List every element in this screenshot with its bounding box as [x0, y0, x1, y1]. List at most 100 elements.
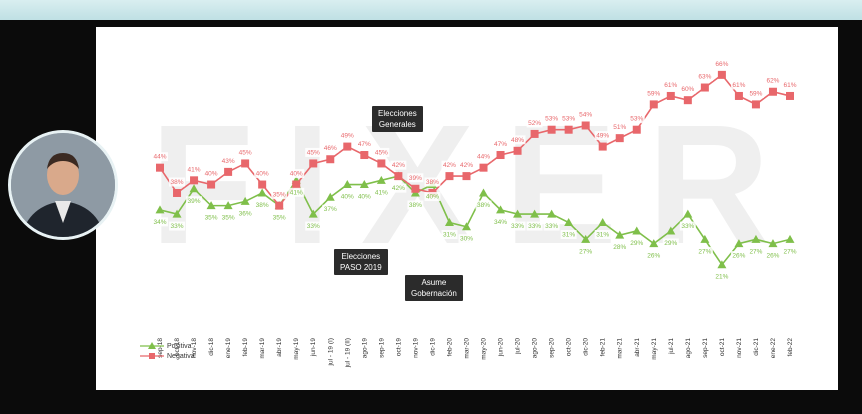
data-label-bg	[577, 246, 594, 256]
data-label: 40%	[341, 194, 354, 201]
positive-point	[666, 226, 676, 235]
negative-point	[394, 172, 403, 181]
positive-point	[376, 175, 386, 184]
data-label-bg	[696, 246, 713, 256]
data-label-bg	[662, 80, 679, 90]
watermark: F I X E R	[150, 90, 790, 280]
negative-point	[224, 167, 233, 176]
presenter-avatar	[8, 130, 118, 240]
data-label: 38%	[426, 179, 439, 186]
positive-point	[223, 201, 233, 210]
data-label: 52%	[528, 120, 541, 127]
data-label: 29%	[630, 240, 643, 247]
data-label-bg	[254, 200, 271, 210]
data-label-bg	[730, 80, 747, 90]
data-label-bg	[679, 221, 696, 231]
data-label: 41%	[290, 189, 303, 196]
x-tick-label: nov-19	[412, 338, 419, 358]
data-label-bg	[339, 131, 356, 141]
data-label-bg	[390, 183, 407, 193]
data-label-bg	[203, 213, 220, 223]
negative-point	[768, 87, 777, 96]
data-label: 33%	[511, 223, 524, 230]
x-tick-label: jul-21	[668, 338, 675, 355]
negative-point	[258, 180, 267, 189]
data-label-bg	[696, 72, 713, 82]
negative-point	[751, 100, 760, 109]
data-label: 36%	[239, 210, 252, 217]
negative-point	[683, 96, 692, 105]
legend-triangle-icon	[140, 342, 164, 349]
data-label: 44%	[153, 154, 166, 161]
x-tick-label: jul-20	[515, 338, 522, 355]
x-tick-label: oct-21	[719, 338, 726, 356]
positive-point	[598, 218, 608, 227]
data-label: 27%	[749, 248, 762, 255]
negative-point	[343, 142, 352, 151]
data-label-bg	[747, 88, 764, 98]
data-label-bg	[782, 246, 798, 256]
data-label-bg	[322, 143, 339, 153]
positive-point	[257, 188, 267, 197]
data-label: 33%	[171, 223, 184, 230]
data-label-bg	[203, 169, 220, 179]
data-label: 61%	[664, 82, 677, 89]
data-label-bg	[628, 238, 645, 248]
x-tick-label: oct-18	[174, 338, 181, 356]
negative-point	[700, 83, 709, 92]
x-tick-label: ene-19	[225, 338, 232, 359]
data-label: 33%	[545, 223, 558, 230]
data-label: 47%	[358, 141, 371, 148]
negative-point	[275, 201, 284, 210]
data-label: 53%	[545, 116, 558, 123]
data-label-bg	[577, 109, 594, 119]
positive-point	[785, 234, 795, 243]
data-label: 37%	[324, 206, 337, 213]
data-label-bg	[356, 192, 373, 202]
negative-point	[411, 184, 420, 193]
data-label-bg	[373, 147, 390, 157]
data-label: 38%	[477, 202, 490, 209]
data-label-bg	[492, 217, 509, 227]
data-label-bg	[594, 131, 611, 141]
data-label: 42%	[460, 162, 473, 169]
positive-point	[581, 234, 591, 243]
legend: Positiva Negativa	[140, 341, 195, 361]
data-label-bg	[645, 88, 662, 98]
positive-point	[189, 184, 199, 193]
top-strip	[0, 0, 862, 20]
data-label-bg	[441, 160, 458, 170]
data-label: 48%	[511, 137, 524, 144]
x-tick-label: mar-21	[617, 338, 624, 359]
x-tick-label: sep-21	[702, 338, 709, 358]
data-label: 40%	[426, 194, 439, 201]
data-label: 35%	[222, 215, 235, 222]
legend-item-positive: Positiva	[140, 341, 195, 351]
data-label-bg	[152, 217, 168, 227]
data-label-bg	[288, 169, 305, 179]
positive-point	[768, 239, 778, 248]
x-tick-label: jun-20	[498, 338, 505, 357]
negative-point	[479, 163, 488, 172]
data-label-bg	[288, 187, 305, 197]
x-tick-label: oct-19	[395, 338, 402, 356]
data-label-bg	[492, 139, 509, 149]
data-label: 42%	[392, 185, 405, 192]
watermark-letter: E	[503, 90, 638, 280]
legend-label-positive: Positiva	[167, 342, 192, 350]
data-label: 54%	[579, 111, 592, 118]
data-label: 43%	[222, 158, 235, 165]
data-label: 27%	[579, 248, 592, 255]
positive-point	[700, 234, 710, 243]
data-label: 45%	[239, 149, 252, 156]
data-label-bg	[407, 200, 424, 210]
x-tick-label: feb-19	[242, 338, 249, 357]
x-tick-label: feb-21	[600, 338, 607, 357]
data-label-bg	[611, 242, 628, 252]
data-label-bg	[356, 139, 373, 149]
negative-point	[292, 180, 301, 189]
data-label-bg	[441, 230, 458, 240]
positive-point	[513, 209, 523, 218]
x-tick-label: jun-19	[310, 338, 317, 357]
